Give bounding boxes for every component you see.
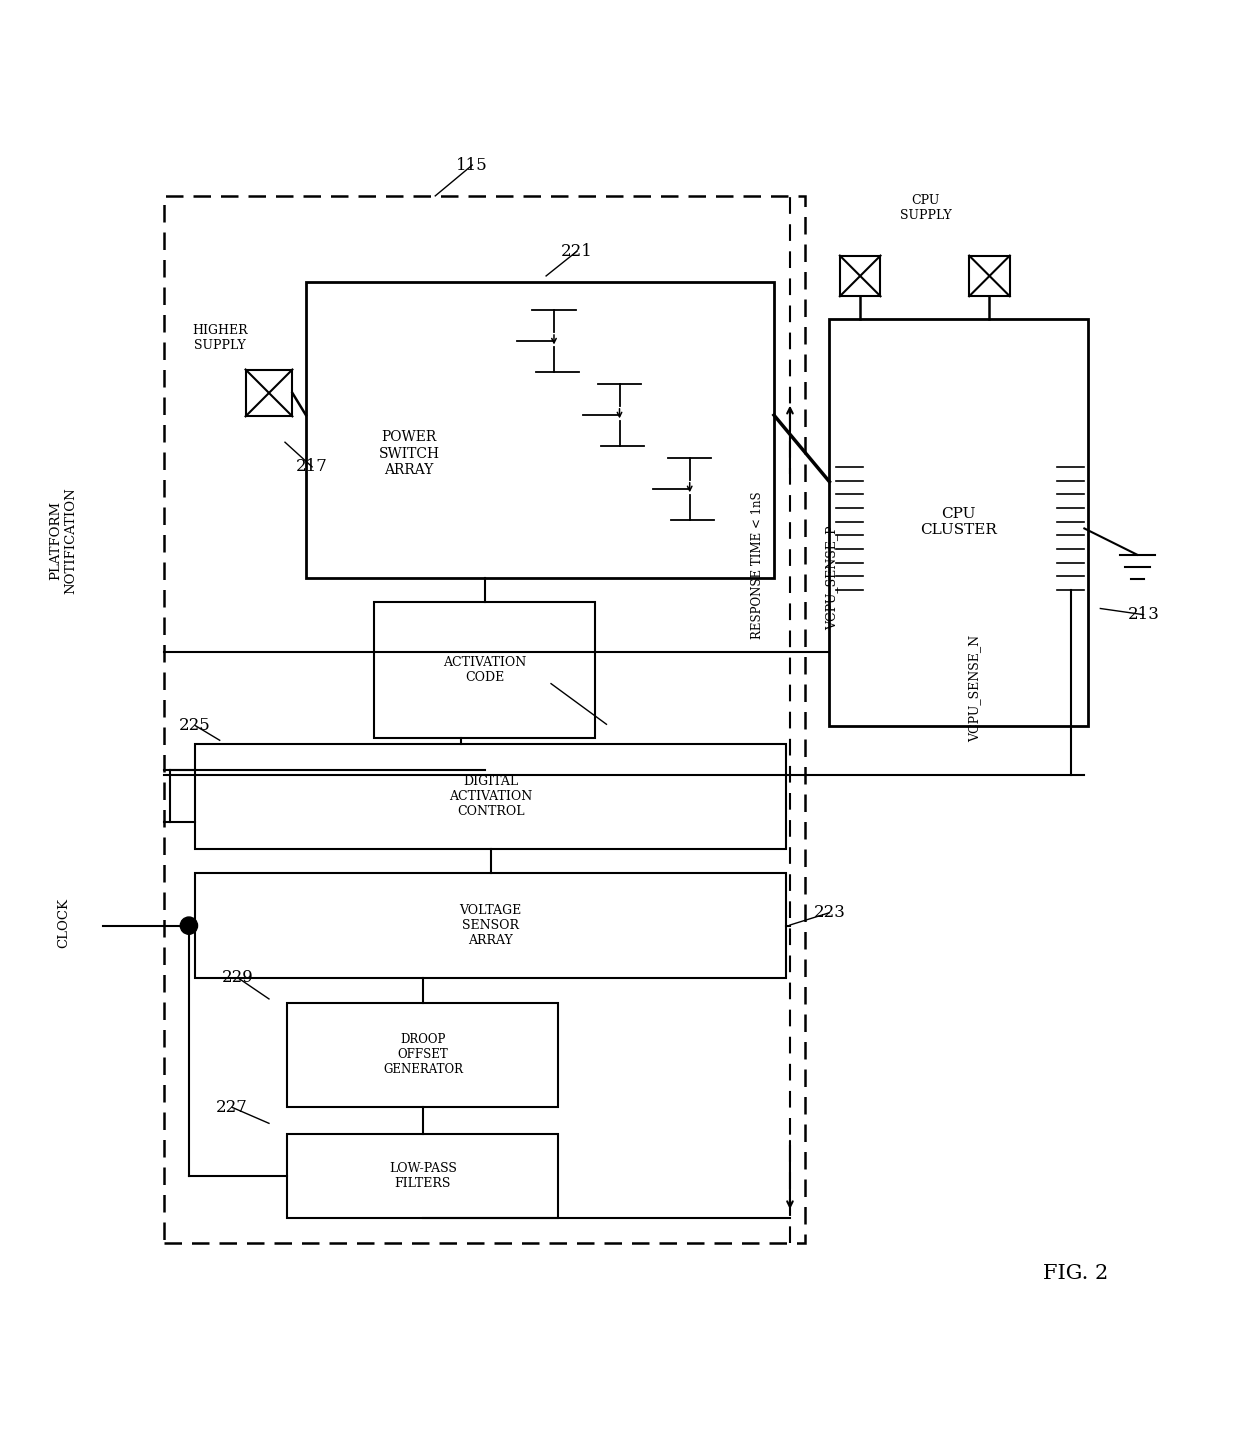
FancyBboxPatch shape: [288, 1003, 558, 1107]
Text: 229: 229: [222, 969, 254, 987]
FancyBboxPatch shape: [288, 1135, 558, 1219]
Text: 115: 115: [456, 157, 489, 174]
Text: HIGHER
SUPPLY: HIGHER SUPPLY: [192, 324, 248, 351]
Text: 227: 227: [216, 1098, 248, 1116]
FancyBboxPatch shape: [373, 602, 595, 737]
Text: CLOCK: CLOCK: [57, 898, 69, 948]
FancyBboxPatch shape: [164, 196, 805, 1244]
Text: CPU
SUPPLY: CPU SUPPLY: [899, 194, 951, 222]
FancyBboxPatch shape: [830, 319, 1087, 726]
Text: LOW-PASS
FILTERS: LOW-PASS FILTERS: [389, 1162, 456, 1190]
Text: VCPU_SENSE_N: VCPU_SENSE_N: [968, 636, 981, 741]
Circle shape: [180, 917, 197, 934]
FancyBboxPatch shape: [839, 255, 880, 296]
Text: CPU
CLUSTER: CPU CLUSTER: [920, 508, 997, 537]
Text: 225: 225: [180, 717, 211, 734]
Text: ACTIVATION
CODE: ACTIVATION CODE: [443, 656, 526, 683]
Text: 223: 223: [813, 904, 846, 921]
Text: POWER
SWITCH
ARRAY: POWER SWITCH ARRAY: [378, 431, 439, 477]
FancyBboxPatch shape: [195, 874, 786, 978]
FancyBboxPatch shape: [195, 744, 786, 849]
FancyBboxPatch shape: [246, 370, 293, 416]
FancyBboxPatch shape: [970, 255, 1009, 296]
Text: 217: 217: [296, 459, 329, 476]
Text: 221: 221: [560, 242, 593, 260]
Text: PLATFORM
NOTIFICATION: PLATFORM NOTIFICATION: [50, 488, 77, 593]
Text: 213: 213: [1127, 607, 1159, 622]
FancyBboxPatch shape: [306, 281, 774, 577]
Text: DROOP
OFFSET
GENERATOR: DROOP OFFSET GENERATOR: [383, 1033, 463, 1077]
Text: RESPONSE TIME < 1nS: RESPONSE TIME < 1nS: [751, 492, 764, 640]
Text: DIGITAL
ACTIVATION
CONTROL: DIGITAL ACTIVATION CONTROL: [449, 775, 532, 818]
Text: FIG. 2: FIG. 2: [1043, 1264, 1109, 1283]
Text: VOLTAGE
SENSOR
ARRAY: VOLTAGE SENSOR ARRAY: [460, 904, 522, 948]
Text: VCPU_SENSE_P: VCPU_SENSE_P: [826, 525, 838, 630]
